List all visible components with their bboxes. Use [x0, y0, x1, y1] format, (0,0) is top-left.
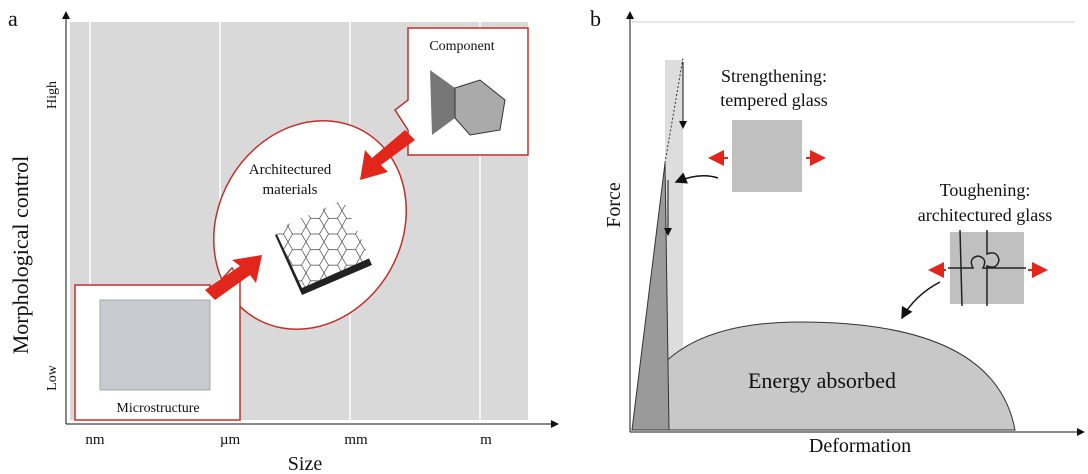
x-axis-title: Size: [288, 453, 323, 474]
x-tick-label: µm: [220, 432, 241, 448]
brittle-area: [632, 163, 669, 430]
strengthening-label: Strengthening:: [721, 66, 827, 86]
microstructure-label: Microstructure: [116, 401, 199, 416]
microstructure-image: [100, 300, 210, 390]
toughening-label: Toughening:: [940, 180, 1031, 200]
arrow: [902, 282, 940, 318]
strengthening-label: tempered glass: [720, 90, 827, 110]
tempered-glass: [732, 120, 802, 192]
x-tick-label: mm: [344, 432, 368, 448]
y-level: Low: [45, 364, 60, 391]
architectured-label: Architectured: [249, 162, 332, 178]
x-axis-title: Deformation: [809, 435, 911, 457]
puzzle-glass: [948, 230, 1026, 306]
panel-label: b: [590, 6, 601, 31]
architectured-label: materials: [263, 182, 318, 198]
panel-a: a nm µm mm m Size Morphological control …: [8, 6, 558, 474]
panel-label: a: [8, 6, 18, 31]
y-level: High: [45, 81, 60, 109]
y-axis-title: Morphological control: [8, 156, 33, 355]
energy-label: Energy absorbed: [748, 368, 896, 393]
x-tick-label: nm: [85, 432, 105, 448]
component-label: Component: [429, 39, 494, 54]
x-tick-label: m: [480, 432, 492, 448]
panel-b: b Force Deformation Energy absorbed Stre…: [590, 6, 1084, 457]
toughening-label: architectured glass: [918, 205, 1052, 225]
figure: a nm µm mm m Size Morphological control …: [0, 0, 1088, 474]
y-axis-title: Force: [603, 182, 625, 228]
